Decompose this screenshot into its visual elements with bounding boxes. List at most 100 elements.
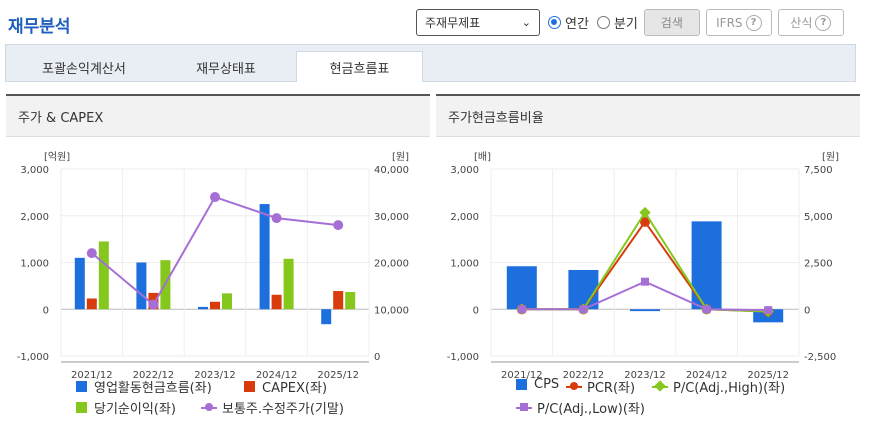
legend-item[interactable]: P/C(Adj.,Low)(좌) [516,398,645,417]
data-point [333,220,344,231]
legend-item[interactable]: P/C(Adj.,High)(좌) [652,377,785,396]
legend-label: PCR(좌) [587,381,636,396]
data-point [640,216,650,227]
y-left-tick-label: 2,000 [20,212,49,223]
pcr-chart: [배] [원] 3,000 7,500 2,000 5,000 1,000 2,500 0 0 -1… [447,151,839,381]
data-point [579,305,588,314]
ifrs-button[interactable]: IFRS ? [705,9,772,36]
data-point [148,299,159,310]
tab-balance-sheet[interactable]: 재무상태표 [196,62,256,77]
x-tick-label: 2023/12 [194,370,236,381]
radio-annual-label: 연간 [565,17,589,32]
price-capex-chart: [억원] [원] 3,000 40,000 2,000 30,000 1,000 20,000… [17,151,409,381]
chart-title: 주가현금흐름비율 [436,96,860,137]
toolbar: 주재무제표 ⌄ 연간 분기 검색 IFRS ? 산식 ? [416,8,844,37]
radio-annual[interactable]: 연간 [548,13,589,32]
y-left-tick-label: 1,000 [450,259,479,270]
formula-button[interactable]: 산식 ? [777,9,844,36]
bar [210,301,220,310]
chart-panel-price-capex: 주가 & CAPEX [억원] [원] 3,000 40,000 2,000 30,000… [6,94,430,420]
y-right-unit: [원] [822,151,839,163]
x-tick-label: 2024/12 [256,370,298,381]
legend-line-marker [566,381,582,392]
data-point [702,305,711,314]
y-right-tick-label: 5,000 [804,212,833,223]
statement-select[interactable]: 주재무제표 ⌄ [416,9,540,36]
legend-item[interactable]: 당기순이익(좌) [76,398,176,417]
bar [345,291,356,310]
y-left-tick-label: 3,000 [20,165,49,176]
bar [283,258,294,310]
y-right-tick-label: 40,000 [374,165,409,176]
page-title: 재무분석 [8,17,71,37]
series-line [521,280,769,312]
y-right-tick-label: 10,000 [374,305,409,316]
radio-quarter[interactable]: 분기 [596,13,638,32]
bar [136,262,147,310]
x-tick-label: 2022/12 [133,370,175,381]
bar [333,291,344,310]
data-point [210,192,220,203]
legend-label: CAPEX(좌) [262,381,328,396]
tab-income-statement[interactable]: 포괄손익계산서 [42,62,126,77]
radio-quarter-label: 분기 [613,17,638,32]
x-tick-label: 2024/12 [686,370,728,381]
legend-swatch [76,381,87,392]
bar [98,241,109,310]
bar [222,293,232,310]
legend-item[interactable]: CPS [516,377,559,392]
search-button[interactable]: 검색 [643,9,700,36]
y-right-tick-label: 7,500 [804,165,833,176]
bar [259,204,270,310]
series-line [91,195,339,307]
help-icon: ? [815,14,832,31]
series-line [521,220,769,313]
y-left-unit: [억원] [44,151,70,163]
ifrs-button-label: IFRS [716,15,743,30]
bar [506,266,537,310]
y-left-tick-label: 1,000 [20,259,49,270]
chart-title: 주가 & CAPEX [6,96,430,137]
formula-button-label: 산식 [790,16,813,30]
y-left-tick-label: 2,000 [450,212,479,223]
legend-swatch [76,402,87,413]
y-left-unit: [배] [474,151,491,163]
legend-label: P/C(Adj.,Low)(좌) [537,402,645,417]
y-left-tick-label: -1,000 [17,352,49,363]
legend-item[interactable]: PCR(좌) [566,377,635,396]
legend-swatch [244,381,255,392]
legend-item[interactable]: CAPEX(좌) [244,377,327,396]
help-icon: ? [745,14,762,31]
x-tick-label: 2025/12 [317,370,359,381]
statement-tabs: 포괄손익계산서 재무상태표 현금흐름표 [5,44,856,82]
tab-cash-flow[interactable]: 현금흐름표 [296,51,423,82]
legend-line-marker [201,402,217,413]
legend-label: 보통주.수정주가(기말) [222,402,344,417]
radio-unchecked-icon [596,16,610,29]
bar [321,309,332,325]
bar [74,257,85,310]
data-point [86,248,97,259]
bar [568,269,599,310]
data-point [764,306,773,315]
bar [271,294,282,310]
data-point [639,206,651,219]
statement-select-value: 주재무제표 [425,16,481,30]
legend-item[interactable]: 보통주.수정주가(기말) [201,398,344,417]
legend-label: 당기순이익(좌) [94,402,176,417]
x-tick-label: 2021/12 [71,370,113,381]
x-tick-label: 2021/12 [501,370,543,381]
legend-item[interactable]: 영업활동현금흐름(좌) [76,377,212,396]
bar [86,298,97,310]
data-point [517,305,526,314]
y-right-unit: [원] [392,151,409,163]
legend-line-marker [652,380,668,392]
y-right-tick-label: 2,500 [804,259,833,270]
bar [630,309,660,312]
legend-label: 영업활동현금흐름(좌) [94,381,212,396]
x-tick-label: 2025/12 [747,370,789,381]
legend-swatch [516,379,527,390]
y-right-tick-label: 0 [374,352,380,363]
y-left-tick-label: 0 [43,305,49,316]
y-right-tick-label: 30,000 [374,212,409,223]
